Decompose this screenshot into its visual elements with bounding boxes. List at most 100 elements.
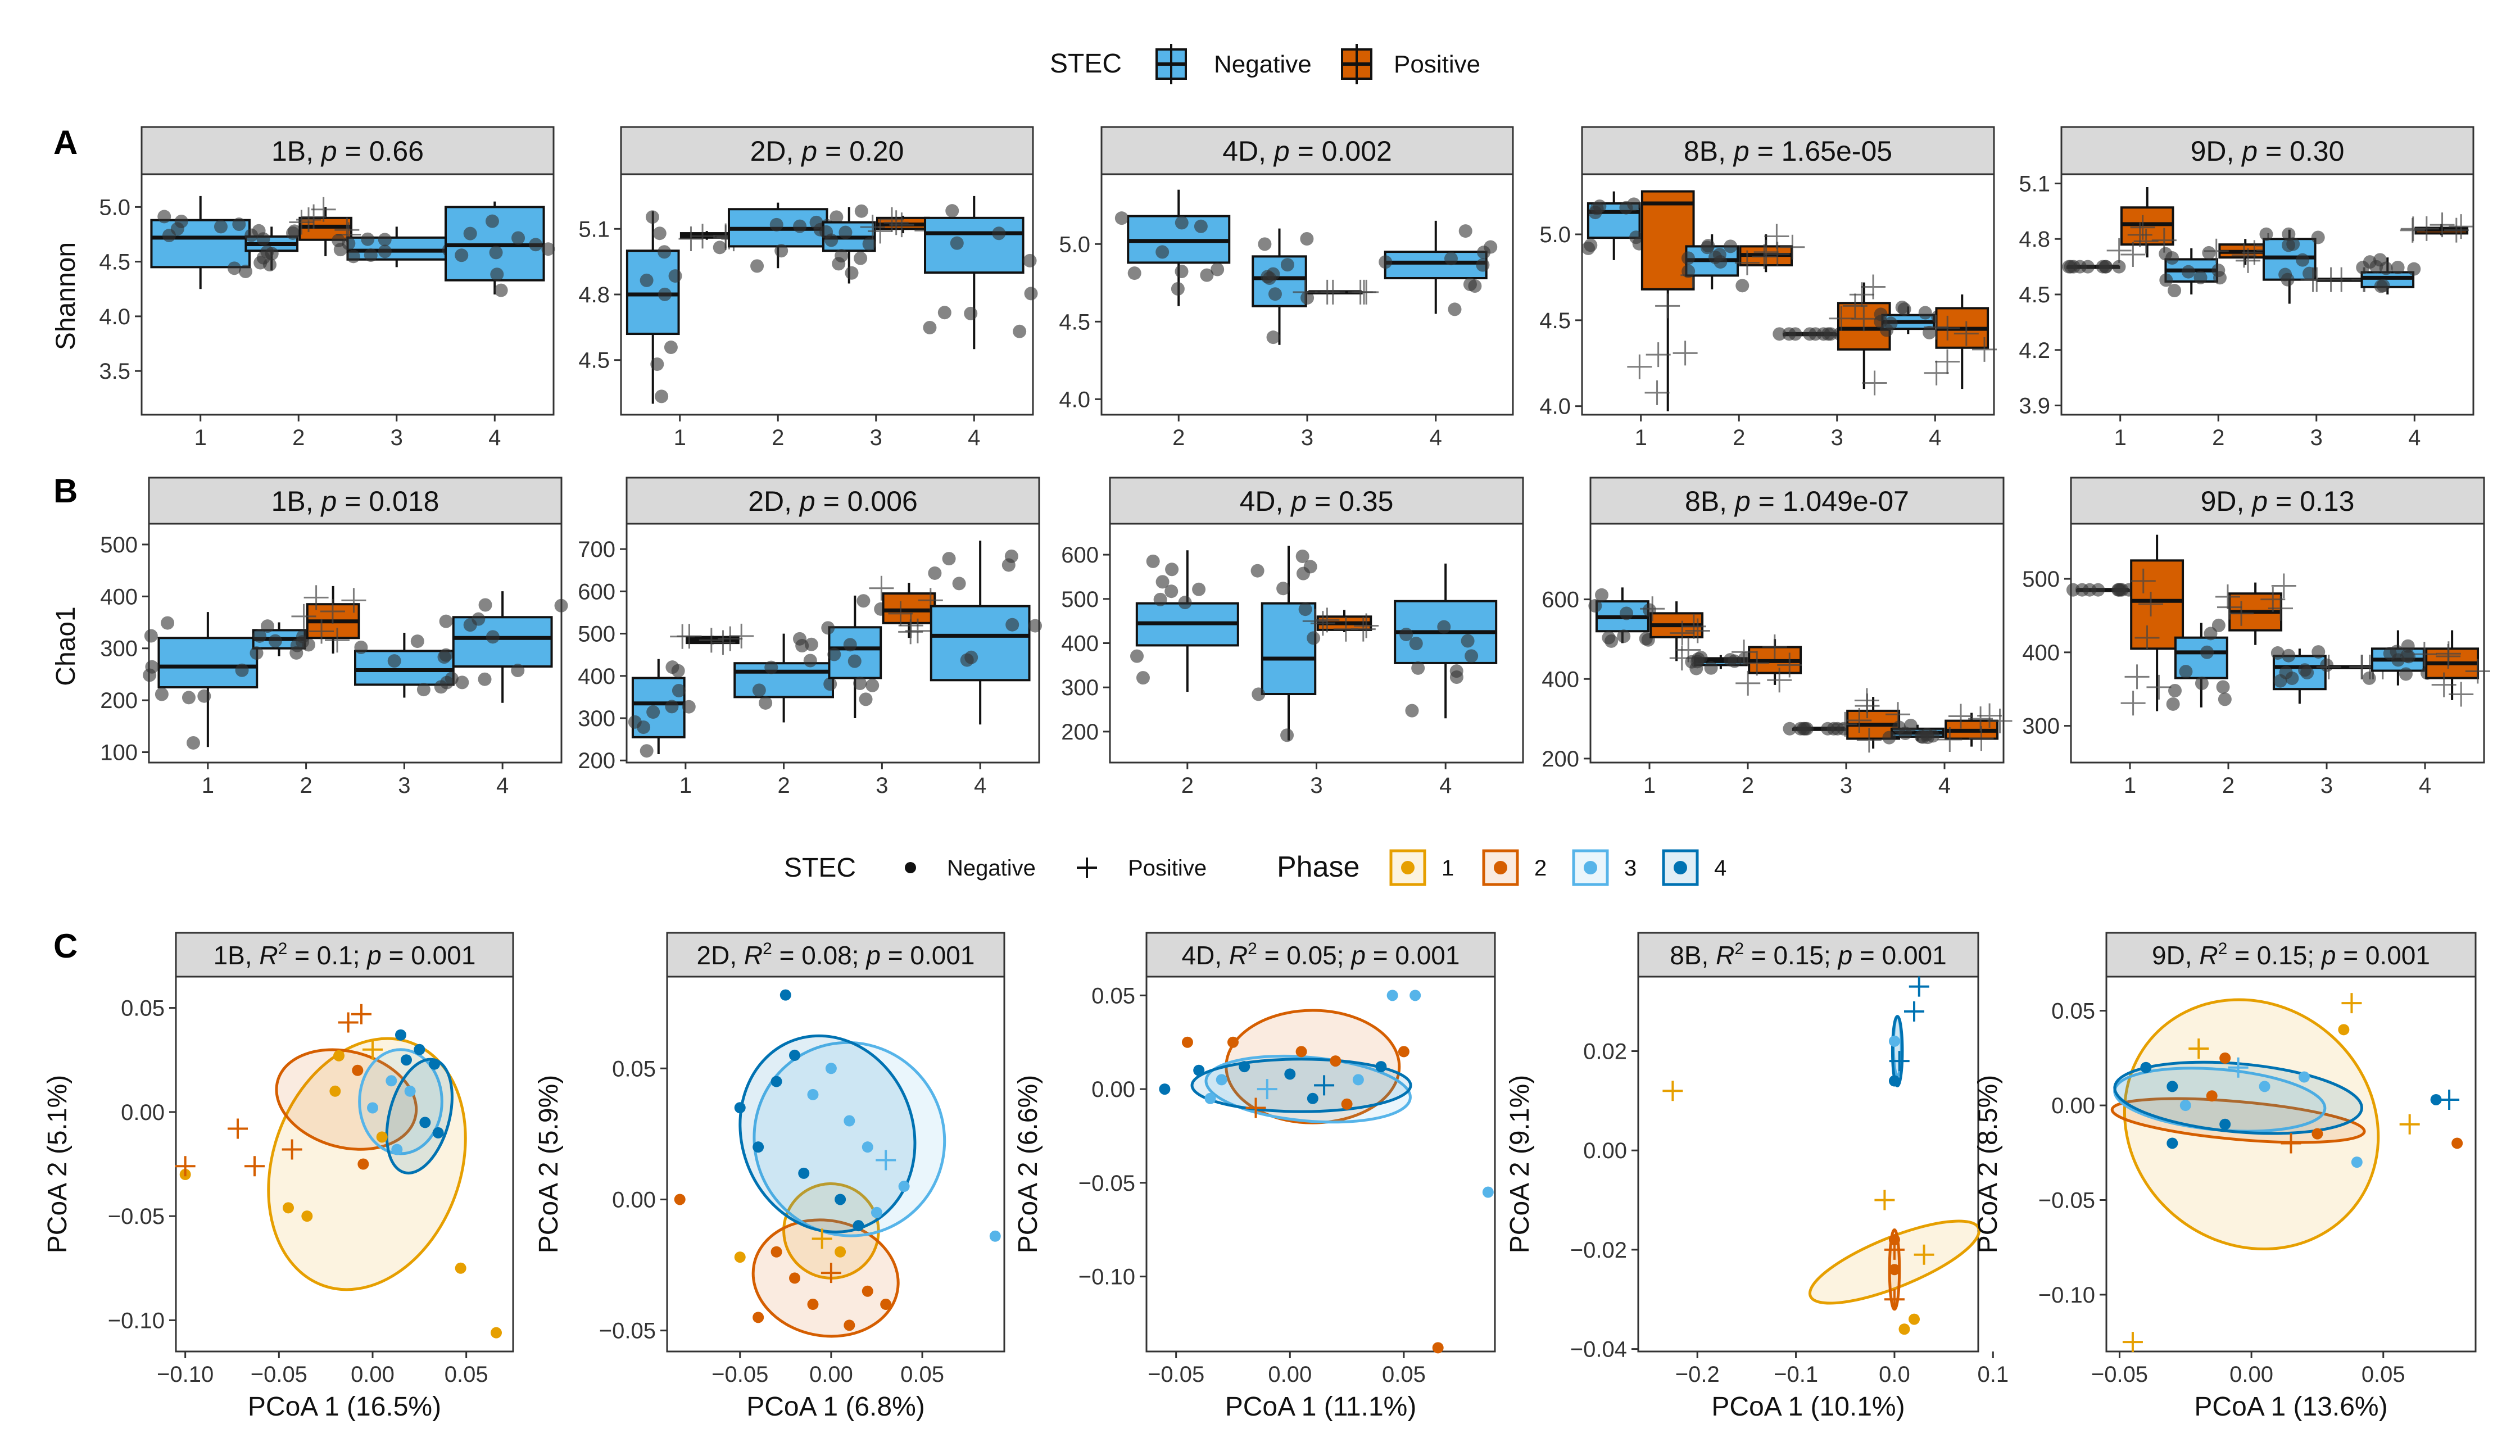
pcoa-point — [1888, 1264, 1900, 1276]
box-3-positive — [860, 207, 940, 244]
facet-strip — [1589, 477, 2005, 525]
box-3-negative — [1252, 228, 1315, 345]
obs-point — [1146, 554, 1160, 568]
facet-panel — [1589, 523, 2005, 764]
x-tick-label: 1 — [1643, 773, 1656, 798]
obs-point — [232, 217, 246, 232]
box-1-positive — [2106, 187, 2177, 267]
pcoa-cross — [1889, 1051, 1910, 1072]
obs-point — [554, 598, 568, 613]
pcoa-point — [862, 1285, 873, 1297]
obs-point — [640, 273, 654, 287]
x-tick-label: 2 — [300, 773, 312, 798]
phase-key-dot-4 — [1674, 861, 1687, 874]
y-tick-label: 5.0 — [99, 195, 130, 220]
pcoa-point — [2219, 1052, 2231, 1064]
obs-cross — [2318, 267, 2344, 292]
obs-point — [2211, 618, 2226, 632]
box-3-positive — [1302, 607, 1379, 642]
box-1-positive — [2120, 534, 2184, 716]
obs-point — [928, 566, 942, 580]
obs-point — [256, 232, 270, 246]
box-4-negative — [439, 591, 568, 703]
obs-point — [1874, 307, 1888, 321]
obs-point — [992, 226, 1006, 241]
box-1-positive — [670, 623, 754, 655]
obs-point — [964, 306, 978, 320]
legend-top-title: STEC — [1050, 49, 1122, 79]
obs-point — [824, 233, 839, 247]
pcoa-point — [1227, 1036, 1239, 1048]
obs-point — [774, 244, 788, 258]
obs-point — [952, 577, 966, 591]
facet-strip — [140, 126, 555, 175]
obs-cross — [2120, 242, 2146, 267]
box-4-positive — [2412, 630, 2490, 707]
x-tick-label: 2 — [1733, 425, 1745, 450]
pcoa-cross — [2399, 1114, 2420, 1135]
obs-point — [2390, 645, 2404, 659]
facet-title: 1B, p = 0.018 — [271, 486, 439, 517]
obs-cross — [1972, 337, 1997, 362]
pcoa-point — [419, 1117, 431, 1128]
x-tick-label: 3 — [1831, 425, 1843, 450]
obs-point — [1307, 631, 1321, 645]
x-tick-label: 0.05 — [900, 1362, 944, 1387]
obs-point — [378, 244, 392, 258]
box-1-negative — [150, 196, 266, 289]
obs-point — [839, 225, 853, 239]
pcoa-point — [844, 1115, 855, 1127]
pcoa-point — [835, 1194, 846, 1205]
obs-point — [668, 269, 682, 283]
obs-point — [793, 219, 807, 233]
x-tick-label: 0.1 — [1977, 1362, 2009, 1387]
x-tick-label: 2 — [2212, 425, 2224, 450]
obs-point — [2159, 273, 2173, 287]
x-tick-label: −0.2 — [1675, 1362, 1720, 1387]
obs-point — [2064, 260, 2078, 274]
box-2-negative — [1114, 189, 1231, 306]
obs-point — [511, 231, 525, 245]
box-2-negative — [2159, 246, 2227, 298]
obs-cross — [2133, 229, 2159, 254]
pcoa-point — [1204, 1092, 1216, 1104]
box-2-positive — [1732, 634, 1802, 696]
x-axis-label: PCoA 1 (10.1%) — [1711, 1392, 1905, 1422]
obs-cross — [1644, 380, 1670, 405]
obs-point — [1689, 661, 1703, 675]
obs-point — [2356, 261, 2370, 275]
x-tick-label: 3 — [1301, 425, 1313, 450]
facet-title: 4D, p = 0.002 — [1222, 135, 1392, 167]
obs-cross — [677, 624, 702, 649]
x-axis-label: PCoA 1 (13.6%) — [2194, 1392, 2387, 1422]
pcoa-cross — [244, 1156, 265, 1177]
x-tick-label: 2 — [2222, 773, 2235, 798]
y-axis-label: PCoA 2 (5.9%) — [534, 1075, 564, 1253]
legend-top-positive: Positive — [1394, 51, 1480, 78]
obs-cross — [1924, 315, 1949, 340]
pcoa-point — [871, 1206, 882, 1218]
obs-cross — [1954, 321, 1979, 346]
obs-cross — [1354, 279, 1379, 305]
obs-point — [750, 259, 764, 273]
facet-title: 8B, R2 = 0.15; p = 0.001 — [1670, 940, 1946, 970]
x-tick-label: 0.05 — [2362, 1362, 2405, 1387]
ellipse-phase-1 — [1808, 1219, 1980, 1305]
obs-cross — [2217, 595, 2242, 620]
obs-point — [1114, 211, 1128, 225]
pcoa-point — [1159, 1083, 1171, 1095]
obs-cross — [1851, 306, 1877, 332]
facet-c-1: 2D, R2 = 0.08; p = 0.001 −0.05 0.00 0.05 −0.… — [534, 932, 1005, 1422]
box-2-positive — [291, 585, 366, 654]
phase-key-dot-2 — [1494, 861, 1507, 874]
pcoa-cross — [1914, 1244, 1934, 1265]
pcoa-point — [1307, 1092, 1318, 1104]
obs-cross — [2229, 601, 2254, 626]
obs-point — [1175, 216, 1189, 230]
obs-cross — [2260, 587, 2286, 612]
obs-point — [1605, 634, 1619, 648]
obs-cross — [309, 619, 334, 644]
obs-point — [1023, 253, 1037, 267]
box-body — [150, 219, 251, 269]
pcoa-cross — [2228, 1057, 2249, 1078]
